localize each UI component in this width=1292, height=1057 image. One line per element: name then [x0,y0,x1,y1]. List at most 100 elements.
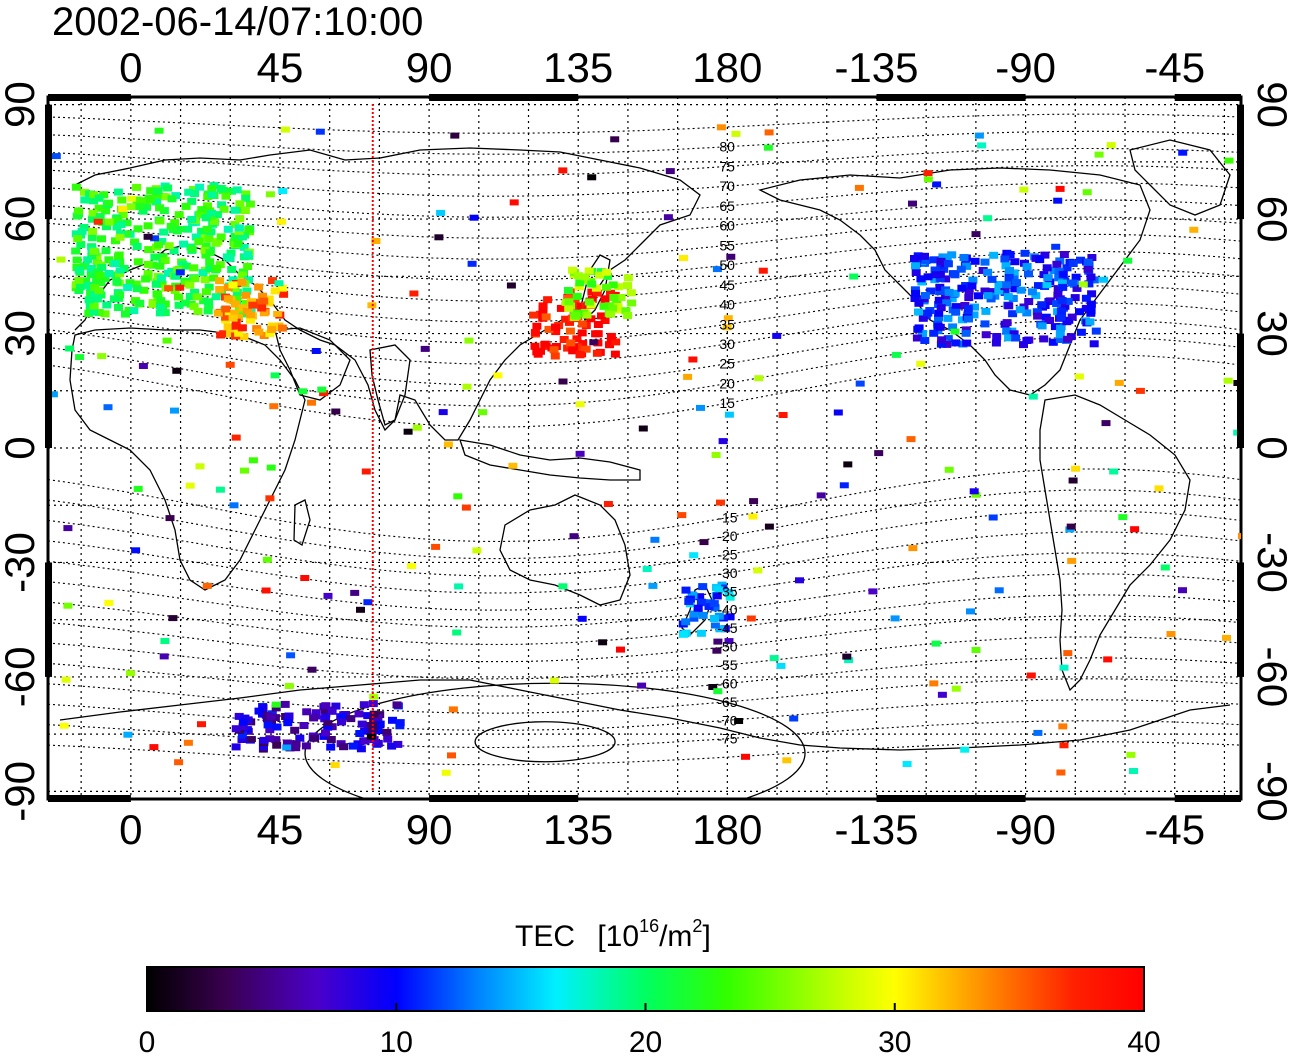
tec-pixel [195,183,205,191]
tec-pixel [375,720,385,728]
magnetic-latitude-labels: 80 75 70 65 60 55 50 45 40 35 30 25 20 15 -15 -20 -25 -30… [717,139,737,747]
tec-pixel [565,327,575,335]
tec-pixel [113,216,123,224]
tec-pixel [184,188,194,196]
tec-pixel [209,218,219,226]
tec-pixel [912,334,922,342]
tec-pixel [280,700,290,708]
latitude-ticks-left: 90 60 30 0 -30 -60 -90 [0,81,43,821]
tec-pixel [914,299,924,307]
tec-pixel [1071,465,1081,472]
tec-pixel [121,310,130,318]
tec-pixel [616,646,625,653]
tec-pixel [88,209,98,217]
tec-pixel [291,740,301,748]
tec-pixel [1072,284,1082,292]
tec-pixel [202,225,212,233]
magnetic-latitude-label: -75 [717,731,737,747]
tec-pixel [849,273,859,280]
tec-pixel [1130,526,1140,533]
tec-pixel [1189,226,1199,233]
axis-bar-bottom [876,795,1026,802]
tec-pixel [746,615,756,622]
tec-pixel [969,488,979,495]
longitude-tick-label: 90 [406,44,453,91]
tec-pixel [699,539,709,546]
tec-pixel [387,742,397,750]
tec-pixel [910,286,920,294]
tec-pixel [1009,275,1019,283]
tec-pixel [1042,282,1052,289]
tec-pixel [203,307,213,315]
tec-pixel [447,752,456,759]
tec-pixel [1166,631,1176,637]
tec-pixel [243,716,253,724]
tec-pixel [115,233,125,241]
tec-pixel [1005,251,1015,258]
tec-pixel [1031,292,1041,300]
tec-pixel [726,253,736,260]
tec-pixel [125,279,135,287]
tec-pixel [246,736,256,743]
tec-pixel [75,354,85,361]
tec-pixel [1062,318,1072,326]
tec-pixel [215,261,225,269]
tec-pixel [230,206,240,214]
tec-pixel [623,274,633,282]
tec-pixel [1067,279,1077,287]
tec-pixel [159,228,169,236]
tec-pixel [1040,251,1050,259]
tec-pixel [582,311,592,319]
tec-pixel [143,260,153,268]
magnetic-latitude-contour [48,489,1241,560]
tec-pixel [155,217,165,225]
tec-pixel [1086,307,1096,315]
tec-pixel [265,495,275,502]
tec-pixel [1037,301,1047,309]
tec-pixel [920,292,930,299]
tec-pixel [934,296,944,304]
tec-pixel [174,211,184,219]
tec-pixel [242,299,251,307]
tec-pixel [731,130,741,137]
tec-pixel [988,514,998,521]
tec-pixel [1043,274,1053,282]
tec-pixel [223,225,233,233]
tec-pixel [246,316,256,324]
tec-pixel [599,302,609,310]
tec-pixel [951,339,961,347]
tec-pixel [688,592,698,599]
tec-pixel [79,224,89,231]
tec-pixel [942,340,952,348]
tec-pixel [1033,729,1043,736]
tec-pixel [1042,264,1052,272]
tec-pixel [230,232,240,240]
tec-pixel [133,225,143,233]
tec-pixel [1000,288,1010,296]
tec-pixel [258,292,267,300]
tec-pixel [88,215,98,223]
tec-pixel [110,260,120,268]
latitude-tick-label: 30 [0,310,43,357]
tec-pixel [431,543,441,550]
tec-pixel [725,613,735,621]
longitude-ticks-bottom: 0 45 90 135 180 -135 -90 -45 [119,806,1205,853]
magnetic-latitude-label: 80 [719,139,735,155]
tec-pixel [213,309,223,317]
tec-pixel [0,510,2,517]
tec-pixel [327,707,337,715]
tec-pixel [51,153,61,160]
tec-pixel [638,425,648,432]
tec-pixel [683,373,693,380]
tec-pixel [608,304,617,312]
coast-north-america [758,167,1151,396]
tec-pixel [679,255,688,261]
tec-pixel [1062,264,1072,272]
tec-pixel [696,629,706,637]
tec-pixel [160,257,170,264]
tec-pixel [462,383,472,390]
tec-pixel [689,552,699,559]
tec-pixel [974,132,984,139]
tec-pixel [323,592,333,599]
colorbar-unit-exponent-2: 2 [692,916,702,936]
